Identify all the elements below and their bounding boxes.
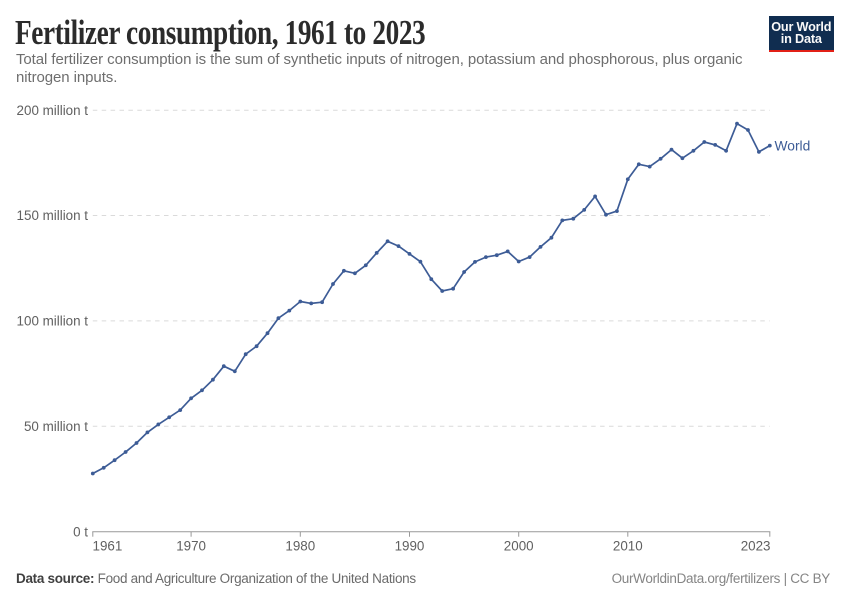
svg-text:2000: 2000	[504, 539, 534, 554]
svg-text:2010: 2010	[613, 539, 643, 554]
svg-text:World: World	[775, 138, 811, 153]
svg-text:2023: 2023	[741, 539, 771, 554]
svg-text:50 million t: 50 million t	[24, 419, 88, 434]
svg-text:1990: 1990	[395, 539, 425, 554]
svg-text:200 million t: 200 million t	[17, 103, 89, 118]
svg-text:1980: 1980	[285, 539, 315, 554]
svg-text:1961: 1961	[93, 539, 123, 554]
svg-text:0 t: 0 t	[73, 524, 88, 539]
svg-text:100 million t: 100 million t	[17, 314, 89, 329]
svg-text:1970: 1970	[176, 539, 206, 554]
svg-text:150 million t: 150 million t	[17, 208, 89, 223]
